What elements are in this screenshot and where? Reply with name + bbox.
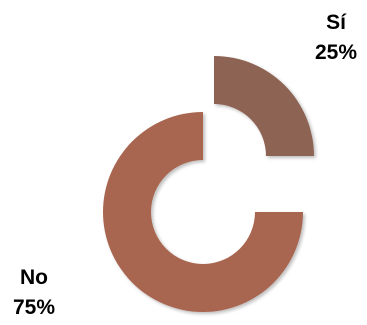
slice-no [103,112,303,312]
slice-label-no: No [20,266,48,289]
slices-group [103,56,314,312]
slice-value-si: 25% [315,41,357,64]
slice-label-si: Sí [326,11,347,34]
slice-value-no: 75% [13,296,55,319]
slice-si [214,56,314,156]
